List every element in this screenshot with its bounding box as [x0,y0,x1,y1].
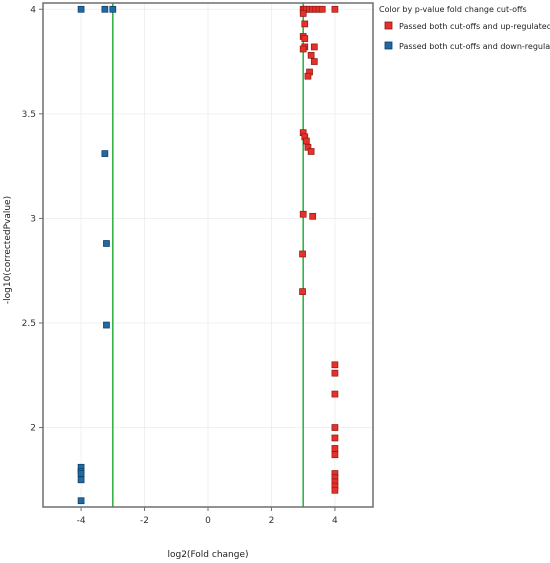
legend: Color by p-value fold change cut-offs Pa… [379,5,550,51]
data-points [77,5,339,505]
data-point-up [331,451,339,459]
data-point-up [331,434,339,442]
data-point-up [299,45,307,53]
x-tick-label: 4 [332,516,338,526]
data-point-down [101,150,109,157]
x-tick-label: 2 [269,516,275,526]
x-axis-title: log2(Fold change) [167,550,248,560]
data-point-up [307,148,315,155]
data-point-up [331,5,339,13]
y-tick-label: 3 [30,214,36,224]
y-tick-label: 2.5 [22,319,36,329]
x-tick-label: 0 [205,516,211,526]
data-point-down [109,5,117,13]
data-point-up [331,361,339,369]
data-point-down [77,476,85,484]
data-point-up [331,486,339,494]
data-point-up [331,424,339,431]
data-point-down [77,5,85,13]
data-point-up [307,51,315,59]
data-point-up [331,445,339,452]
grid-lines [43,3,373,507]
legend-swatch-down [384,41,393,50]
data-point-up [310,43,318,51]
y-axis-ticks: 2 2.5 3 3.5 4 [22,5,43,434]
x-axis-ticks: -4 -2 0 2 4 [77,507,338,526]
data-point-up [331,390,339,398]
data-point-down [77,497,85,505]
data-point-down [103,240,110,247]
data-point-up [304,72,312,80]
y-tick-label: 4 [30,5,36,15]
data-point-up [318,5,326,13]
data-point-up [303,137,310,145]
data-point-up [299,288,306,295]
y-tick-label: 3.5 [22,110,36,120]
data-point-up [299,250,306,258]
y-axis-title: -log10(correctedPvalue) [3,196,13,304]
legend-title: Color by p-value fold change cut-offs [379,5,527,14]
legend-label-up: Passed both cut-offs and up-regulated [399,22,550,31]
y-tick-label: 2 [30,424,36,434]
data-point-down [77,470,85,477]
x-tick-label: -2 [140,516,149,526]
data-point-up [301,35,309,42]
legend-swatch-up [384,21,393,30]
data-point-down [103,321,110,329]
data-point-up [299,10,307,17]
data-point-up [331,369,339,377]
x-tick-label: -4 [77,516,86,526]
data-point-up [301,20,309,28]
data-point-up [310,58,318,65]
data-point-down [101,5,109,13]
data-point-up [309,212,317,220]
data-point-up [299,210,307,218]
legend-label-down: Passed both cut-offs and down-regulated [399,42,550,51]
